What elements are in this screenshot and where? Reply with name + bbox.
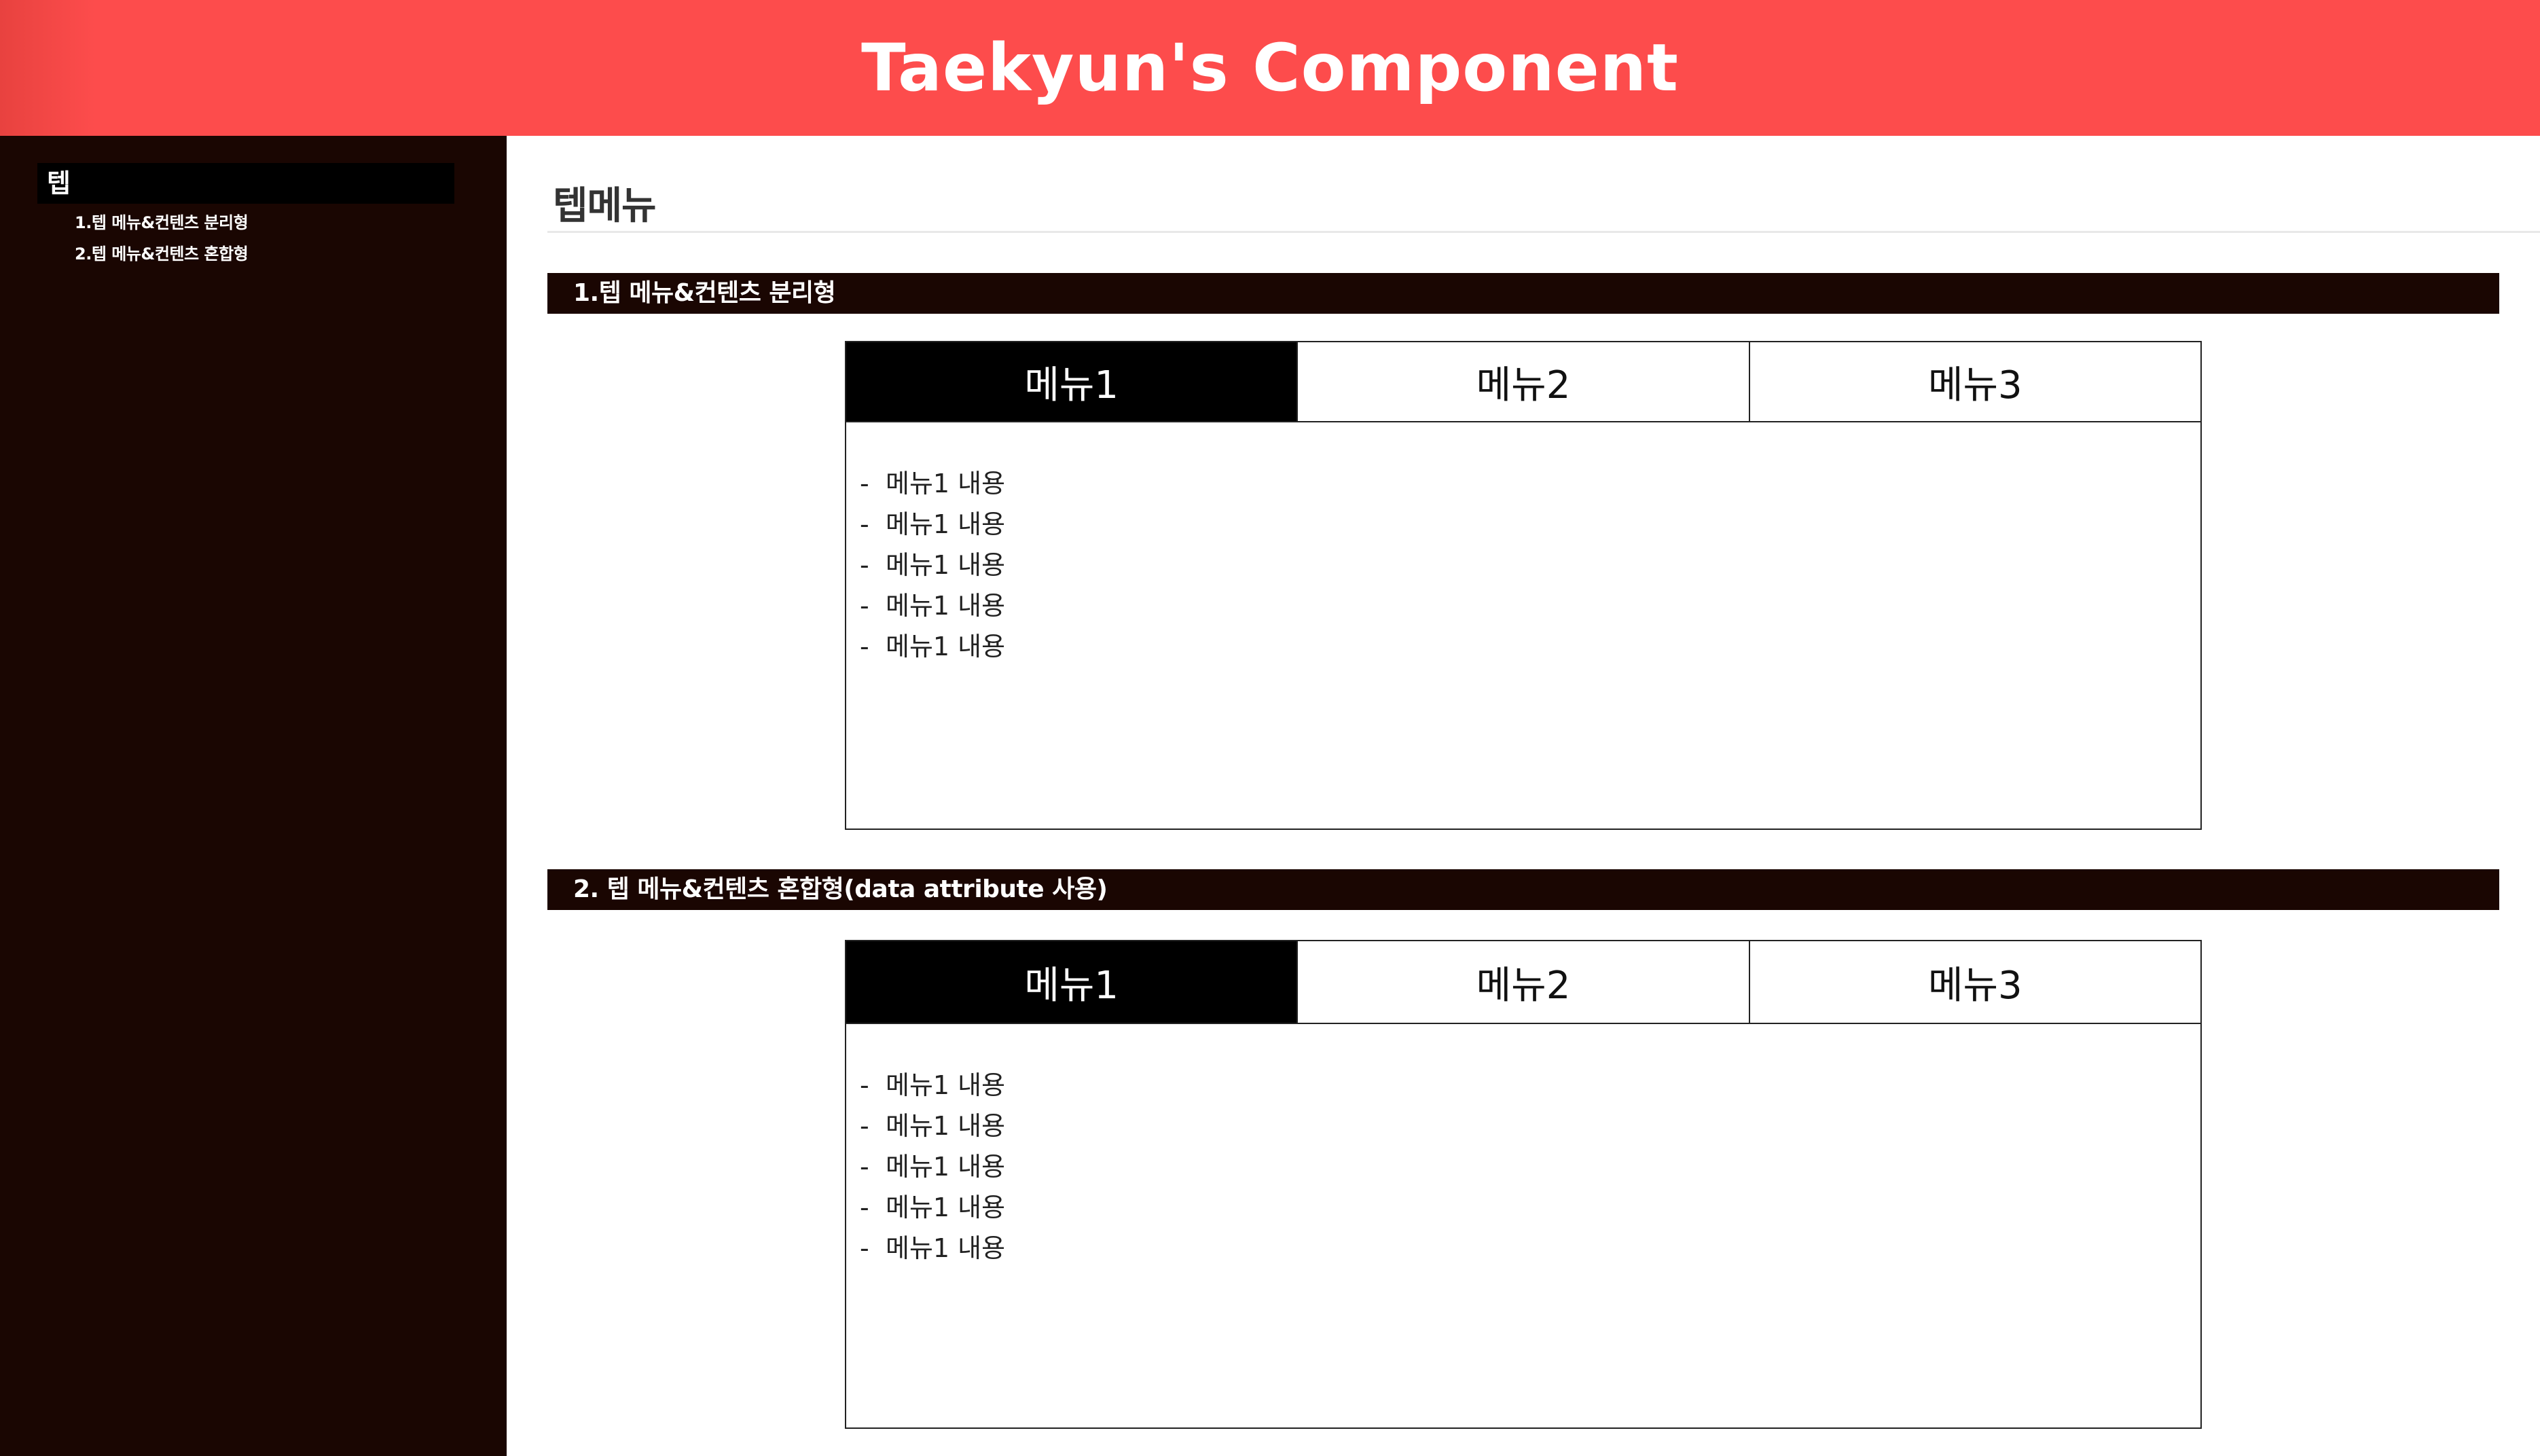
bullet-dash: - (860, 1152, 869, 1182)
bullet-dash: - (860, 1111, 869, 1141)
list-item: - 메뉴1 내용 (860, 1106, 2200, 1146)
sidebar: 텝 1.텝 메뉴&컨텐츠 분리형 2.텝 메뉴&컨텐츠 혼합형 (0, 136, 507, 1456)
list-item-text: 메뉴1 내용 (886, 632, 1006, 661)
list-item-text: 메뉴1 내용 (886, 1070, 1006, 1100)
tab-list: 메뉴1 메뉴2 메뉴3 (846, 342, 2200, 422)
list-item-text: 메뉴1 내용 (886, 550, 1006, 580)
tab-menu1[interactable]: 메뉴1 (846, 342, 1297, 421)
tab-menu2[interactable]: 메뉴2 (1296, 342, 1749, 421)
bullet-dash: - (860, 1233, 869, 1263)
list-item: - 메뉴1 내용 (860, 545, 2200, 585)
tab-component-separated: 메뉴1 메뉴2 메뉴3 - 메뉴1 내용 - 메뉴1 내용 - 메뉴1 내용 - 메뉴1… (845, 341, 2202, 830)
app-title: Taekyun's Component (861, 30, 1679, 106)
list-item-text: 메뉴1 내용 (886, 509, 1006, 539)
tab-menu3[interactable]: 메뉴3 (1748, 342, 2200, 421)
sidebar-item-mixed-tab[interactable]: 2.텝 메뉴&컨텐츠 혼합형 (75, 244, 249, 263)
list-item-text: 메뉴1 내용 (886, 1193, 1006, 1222)
list-item: - 메뉴1 내용 (860, 1228, 2200, 1269)
bullet-dash: - (860, 1070, 869, 1100)
section-title-mixed: 2. 텝 메뉴&컨텐츠 혼합형(data attribute 사용) (547, 869, 2499, 910)
bullet-dash: - (860, 632, 869, 661)
tab-menu2[interactable]: 메뉴2 (1296, 941, 1749, 1023)
list-item: - 메뉴1 내용 (860, 504, 2200, 545)
tab-list: 메뉴1 메뉴2 메뉴3 (846, 941, 2200, 1024)
tab-panel: - 메뉴1 내용 - 메뉴1 내용 - 메뉴1 내용 - 메뉴1 내용 - 메뉴1 내용 (846, 422, 2200, 667)
list-item: - 메뉴1 내용 (860, 1146, 2200, 1187)
tab-panel: - 메뉴1 내용 - 메뉴1 내용 - 메뉴1 내용 - 메뉴1 내용 - 메뉴1 내용 (846, 1024, 2200, 1269)
tab-menu1[interactable]: 메뉴1 (846, 941, 1297, 1023)
list-item: - 메뉴1 내용 (860, 585, 2200, 626)
list-item-text: 메뉴1 내용 (886, 1111, 1006, 1141)
list-item-text: 메뉴1 내용 (886, 469, 1006, 498)
sidebar-group-label[interactable]: 텝 (37, 163, 454, 204)
list-item: - 메뉴1 내용 (860, 1065, 2200, 1106)
main-content: 텝메뉴 1.텝 메뉴&컨텐츠 분리형 메뉴1 메뉴2 메뉴3 - 메뉴1 내용 -… (507, 136, 2540, 1456)
tab-menu3[interactable]: 메뉴3 (1748, 941, 2200, 1023)
bullet-dash: - (860, 550, 869, 580)
bullet-dash: - (860, 469, 869, 498)
bullet-dash: - (860, 1193, 869, 1222)
list-item-text: 메뉴1 내용 (886, 1233, 1006, 1263)
list-item-text: 메뉴1 내용 (886, 1152, 1006, 1182)
list-item-text: 메뉴1 내용 (886, 591, 1006, 621)
list-item: - 메뉴1 내용 (860, 463, 2200, 504)
list-item: - 메뉴1 내용 (860, 1187, 2200, 1228)
title-divider (547, 231, 2540, 233)
bullet-dash: - (860, 509, 869, 539)
list-item: - 메뉴1 내용 (860, 626, 2200, 667)
section-title-separated: 1.텝 메뉴&컨텐츠 분리형 (547, 273, 2499, 314)
page-title: 텝메뉴 (553, 184, 657, 228)
tab-component-mixed: 메뉴1 메뉴2 메뉴3 - 메뉴1 내용 - 메뉴1 내용 - 메뉴1 내용 - 메뉴1… (845, 940, 2202, 1429)
bullet-dash: - (860, 591, 869, 621)
sidebar-item-separated-tab[interactable]: 1.텝 메뉴&컨텐츠 분리형 (75, 213, 249, 232)
app-header: Taekyun's Component (0, 0, 2540, 136)
